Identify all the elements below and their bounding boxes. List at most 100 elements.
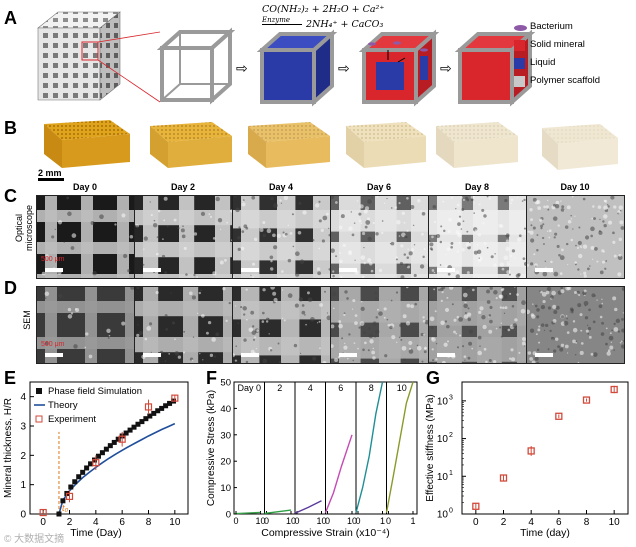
reaction-enzyme-label: Enzyme — [262, 16, 291, 24]
chart-e-sim-point — [56, 511, 62, 517]
chart-e-sim-point — [80, 469, 86, 475]
legend-label-1: Solid mineral — [530, 39, 585, 50]
chart-e-ytick-label: 0 — [20, 510, 26, 521]
chart-f-xtick-label: 0 — [325, 516, 330, 526]
chart-f-xlabel: Compressive Strain (x10⁻⁴) — [261, 527, 390, 539]
optical-image-day-10 — [526, 195, 625, 279]
chart-f-subplot-frame — [233, 381, 265, 515]
sample-day-4 — [248, 122, 330, 168]
sem-image-day-10 — [526, 286, 625, 364]
optical-image-day-0: 500 μm — [36, 195, 135, 279]
sem-image-day-2 — [134, 286, 233, 364]
chart-e-sim-point — [151, 410, 157, 416]
chart-e-sim-point — [111, 439, 117, 445]
optical-image-day-6 — [330, 195, 429, 279]
sem-image-day-6 — [330, 286, 429, 364]
sample-day-8 — [436, 122, 518, 168]
chart-e-frame — [29, 381, 189, 515]
chart-f-xtick-label: 0 — [355, 516, 360, 526]
sem-scale-bar-5 — [535, 353, 553, 357]
chart-f-ytick-label: 0 — [226, 510, 231, 521]
reaction-arrow — [262, 24, 302, 25]
chart-e-exp-point — [39, 508, 47, 517]
optical-row-label-line1: Optical — [14, 214, 24, 243]
chart-e-sim-point — [131, 424, 137, 430]
chart-f-xtick-label: 0 — [264, 516, 269, 526]
chart-g-ylabel: Effective stiffness (MPa) — [425, 394, 436, 501]
chart-e-sim-point — [115, 436, 121, 442]
chart-g-point — [499, 474, 508, 482]
mineralizing-cube — [358, 29, 440, 107]
chart-e-exp-point — [118, 435, 126, 443]
scaffold-unit-cell — [156, 27, 236, 105]
chart-e-sim-point — [127, 427, 133, 433]
chart-e-t0-label: t₀ — [62, 503, 69, 513]
panel-b-scale-label: 2 mm — [38, 168, 62, 178]
sem-scale-bar-0 — [45, 353, 63, 357]
sem-image-day-0: 500 μm — [36, 286, 135, 364]
chart-e-sim-point — [123, 430, 129, 436]
chart-g-ytick-exponent: 3 — [449, 394, 453, 401]
chart-g-point — [472, 502, 480, 510]
lattice-cube — [37, 11, 161, 103]
chart-f-subplot-frame — [294, 381, 326, 515]
chart-e-sim-point — [76, 474, 82, 480]
reaction-equation-products: 2NH₄⁺ + CaCO₃ — [306, 19, 384, 30]
chart-g-frame — [461, 381, 629, 515]
chart-f-ytick-label: 30 — [220, 430, 231, 441]
chart-f-xtick-label: 0 — [386, 516, 391, 526]
chart-g-xtick-label: 10 — [609, 517, 621, 528]
chart-f-xtick-label: 0 — [294, 516, 299, 526]
chart-e-sim-point — [167, 400, 173, 406]
optical-scale-bar-1 — [143, 268, 161, 272]
sample-day-2 — [150, 122, 232, 168]
chart-e-legend-sim-marker — [36, 388, 42, 394]
sem-image-day-4 — [232, 286, 331, 364]
optical-scale-bar-3 — [339, 268, 357, 272]
chart-e-xtick-label: 4 — [93, 517, 99, 528]
chart-g-xtick-label: 0 — [473, 517, 479, 528]
chart-f-curve-2 — [294, 500, 322, 514]
chart-g-ytick-label: 10 — [437, 396, 449, 407]
chart-g-xtick-label: 2 — [501, 517, 507, 528]
panel-b-scale-bar — [38, 178, 64, 181]
chart-g-ytick-label: 10 — [437, 510, 449, 521]
chart-e-sim-point — [147, 413, 153, 419]
chart-g-ytick-exponent: 1 — [449, 470, 453, 477]
chart-f-xtick-label: 10 — [347, 516, 357, 526]
chart-e-sim-point — [135, 421, 141, 427]
legend-label-3: Polymer scaffold — [530, 75, 601, 86]
chart-e-xtick-label: 2 — [67, 517, 73, 528]
chart-g-ytick-exponent: 0 — [449, 508, 453, 515]
day-title-4: Day 8 — [464, 182, 490, 192]
legend-swatch-1 — [514, 40, 525, 51]
chart-f-ytick-label: 10 — [220, 483, 231, 494]
panel-label-f: F — [206, 368, 217, 388]
chart-f-xtick-label: 10 — [316, 516, 326, 526]
legend-swatch-2 — [514, 58, 525, 69]
panel-label-b: B — [4, 118, 17, 138]
chart-f-xtick-label: 1 — [410, 516, 415, 526]
chart-f-xtick-label: 0 — [233, 516, 238, 526]
chart-f-curve-5 — [385, 381, 414, 513]
chart-e-sim-point — [143, 416, 149, 422]
chart-f-subplot-frame — [264, 381, 296, 515]
chart-e-legend-exp-marker — [35, 415, 43, 423]
sem-scale-label: 500 μm — [41, 341, 65, 348]
optical-image-day-2 — [134, 195, 233, 279]
chart-e-xtick-label: 0 — [40, 517, 46, 528]
optical-scale-bar-5 — [535, 268, 553, 272]
sem-image-day-8 — [428, 286, 527, 364]
chart-f-ytick-label: 20 — [220, 457, 231, 468]
chart-f-curve-1 — [264, 509, 292, 515]
chart-f-xtick-label: 10 — [255, 516, 265, 526]
panel-label-a: A — [4, 8, 17, 28]
legend-label-2: Liquid — [530, 57, 556, 68]
chart-e-sim-point — [107, 443, 113, 449]
chart-e-legend-theory: Theory — [48, 400, 78, 411]
optical-row-label: Optical microscope — [14, 194, 34, 262]
optical-image-day-8 — [428, 195, 527, 279]
chart-e-xtick-label: 6 — [119, 517, 125, 528]
panel-label-c: C — [4, 186, 17, 206]
